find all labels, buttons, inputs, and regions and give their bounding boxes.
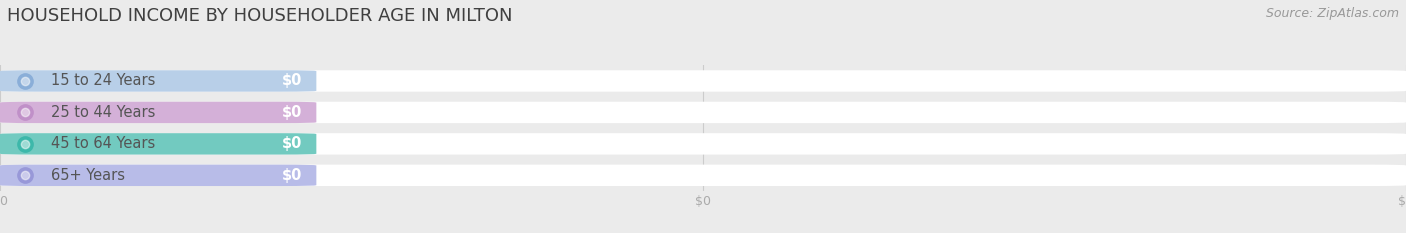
FancyBboxPatch shape [0,133,1406,154]
FancyBboxPatch shape [0,102,316,123]
Text: Source: ZipAtlas.com: Source: ZipAtlas.com [1265,7,1399,20]
FancyBboxPatch shape [0,165,1406,186]
Text: $0: $0 [283,73,302,89]
FancyBboxPatch shape [0,133,316,154]
FancyBboxPatch shape [0,70,316,92]
Text: 15 to 24 Years: 15 to 24 Years [51,73,155,89]
Text: HOUSEHOLD INCOME BY HOUSEHOLDER AGE IN MILTON: HOUSEHOLD INCOME BY HOUSEHOLDER AGE IN M… [7,7,513,25]
Text: 65+ Years: 65+ Years [51,168,125,183]
Text: $0: $0 [283,136,302,151]
Text: 45 to 64 Years: 45 to 64 Years [51,136,155,151]
Text: $0: $0 [283,105,302,120]
FancyBboxPatch shape [0,102,1406,123]
FancyBboxPatch shape [0,70,1406,92]
Text: 25 to 44 Years: 25 to 44 Years [51,105,155,120]
FancyBboxPatch shape [0,165,316,186]
Text: $0: $0 [283,168,302,183]
